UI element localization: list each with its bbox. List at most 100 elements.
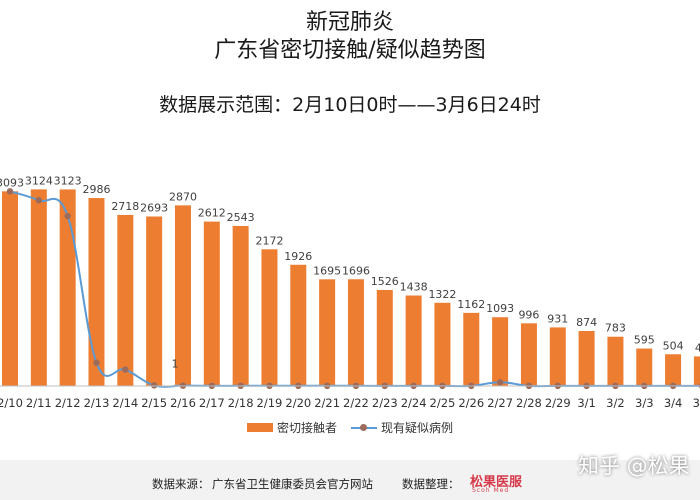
bar-2/14 (117, 214, 134, 386)
bar-label-group: 3093312431232986271826932870261225432172… (0, 174, 700, 354)
bar-2/25 (434, 302, 451, 386)
legend-label-bar: 密切接触者 (276, 420, 337, 435)
brand-logo-text: 松果医服 (470, 475, 523, 490)
bar-series (2, 189, 700, 386)
bar-label-2/22: 1696 (342, 264, 370, 277)
x-tick-3/4: 3/4 (664, 396, 683, 410)
line-label-2/16: 1 (171, 358, 178, 371)
x-tick-2/14: 2/14 (112, 396, 138, 410)
bar-label-2/21: 1695 (313, 264, 341, 277)
x-tick-2/20: 2/20 (285, 396, 311, 410)
x-tick-2/11: 2/11 (26, 396, 52, 410)
bar-label-2/20: 1926 (284, 250, 312, 263)
line-point-2/14 (122, 366, 129, 373)
x-tick-2/28: 2/28 (516, 396, 542, 410)
brand-logo: 松果医服 Scoh Med (470, 468, 565, 494)
bar-3/1 (578, 330, 595, 386)
x-tick-2/26: 2/26 (458, 396, 484, 410)
x-tick-2/21: 2/21 (314, 396, 340, 410)
x-tick-2/25: 2/25 (430, 396, 456, 410)
bar-3/5 (693, 356, 700, 386)
bar-label-2/29: 931 (547, 312, 568, 325)
bar-label-2/18: 2543 (227, 211, 255, 224)
bar-label-2/24: 1438 (400, 280, 428, 293)
x-tick-3/5: 3/5 (693, 396, 700, 410)
bar-label-2/11: 3124 (25, 174, 53, 187)
bar-2/15 (146, 216, 163, 386)
bar-2/19 (261, 249, 278, 386)
x-tick-3/3: 3/3 (635, 396, 654, 410)
bar-label-2/16: 2870 (169, 190, 197, 203)
line-point-2/27 (496, 379, 504, 386)
bar-2/17 (203, 221, 220, 386)
legend: 密切接触者 现有疑似病例 (0, 418, 700, 436)
bar-label-3/4: 504 (663, 339, 684, 352)
legend-label-line: 现有疑似病例 (381, 420, 454, 435)
bar-2/12 (59, 189, 76, 386)
bar-label-2/25: 1322 (428, 288, 456, 301)
x-tick-2/16: 2/16 (170, 396, 196, 410)
chart-subtitle: 数据展示范围：2月10日0时——3月6日24时 (159, 94, 541, 116)
bar-2/27 (492, 317, 509, 386)
bar-2/29 (549, 327, 566, 386)
x-tick-2/27: 2/27 (487, 396, 513, 410)
x-tick-2/29: 2/29 (545, 396, 571, 410)
legend-item-bar: 密切接触者 (246, 419, 337, 436)
chart-title-line2: 广东省密切接触/疑似趋势图 (214, 38, 486, 63)
bar-label-3/3: 595 (634, 334, 655, 347)
bar-label-3/5: 47 (695, 341, 700, 354)
combo-chart: 3093312431232986271826932870261225432172… (0, 174, 700, 410)
bar-3/4 (665, 354, 682, 386)
bar-2/24 (405, 295, 422, 386)
bar-3/2 (607, 336, 624, 386)
bar-label-2/26: 1162 (457, 298, 485, 311)
x-tick-2/10: 2/10 (0, 396, 23, 410)
bar-2/26 (463, 312, 480, 386)
source-label: 数据来源： (152, 477, 210, 491)
bar-label-2/10: 3093 (0, 176, 24, 189)
x-tick-2/24: 2/24 (401, 396, 427, 410)
bar-label-2/15: 2693 (140, 201, 168, 214)
bar-label-3/1: 874 (576, 316, 597, 329)
bar-3/3 (636, 348, 653, 386)
bar-2/18 (232, 225, 249, 386)
bar-2/13 (88, 198, 105, 386)
bar-2/28 (520, 323, 537, 386)
footer: 数据来源： 广东省卫生健康委员会官方网站 数据整理： 松果医服 Scoh Med (0, 460, 700, 500)
x-tick-2/15: 2/15 (141, 396, 167, 410)
bar-label-2/23: 1526 (371, 275, 399, 288)
bar-label-2/28: 996 (518, 308, 539, 321)
line-point-2/10 (6, 188, 14, 195)
bar-2/11 (30, 189, 47, 386)
brand-logo-subtext: Scoh Med (472, 487, 510, 494)
line-point-2/12 (64, 212, 71, 220)
bar-2/22 (347, 279, 364, 386)
bar-label-2/19: 2172 (255, 234, 283, 247)
legend-item-line: 现有疑似病例 (351, 419, 453, 436)
bar-2/10 (2, 191, 18, 386)
bar-label-2/13: 2986 (82, 183, 110, 196)
x-tick-2/22: 2/22 (343, 396, 369, 410)
legend-swatch-line (351, 423, 377, 432)
bar-label-2/17: 2612 (198, 207, 226, 220)
bar-2/21 (319, 279, 336, 386)
bar-label-3/2: 783 (605, 322, 626, 335)
source-value: 广东省卫生健康委员会官方网站 (212, 477, 373, 491)
bar-2/23 (376, 289, 393, 386)
bar-label-2/14: 2718 (111, 200, 139, 213)
x-tick-2/17: 2/17 (199, 396, 225, 410)
bar-2/20 (290, 264, 307, 386)
legend-swatch-bar (246, 422, 273, 432)
zhihu-watermark: 知乎 @松果 (578, 454, 690, 478)
chart-title-line1: 新冠肺炎 (305, 10, 394, 35)
x-tick-2/23: 2/23 (372, 396, 398, 410)
bar-label-2/12: 3123 (54, 174, 82, 187)
x-tick-2/19: 2/19 (257, 396, 283, 410)
line-point-2/15 (150, 382, 158, 389)
x-tick-2/12: 2/12 (55, 396, 81, 410)
x-tick-3/1: 3/1 (577, 396, 596, 410)
x-axis: 2/10 2/11 2/12 2/13 2/14 2/15 2/16 2/17 2/18 2/19… (0, 385, 700, 410)
bar-label-2/27: 1093 (486, 302, 514, 315)
x-tick-2/13: 2/13 (84, 396, 110, 410)
line-point-2/11 (35, 197, 43, 204)
